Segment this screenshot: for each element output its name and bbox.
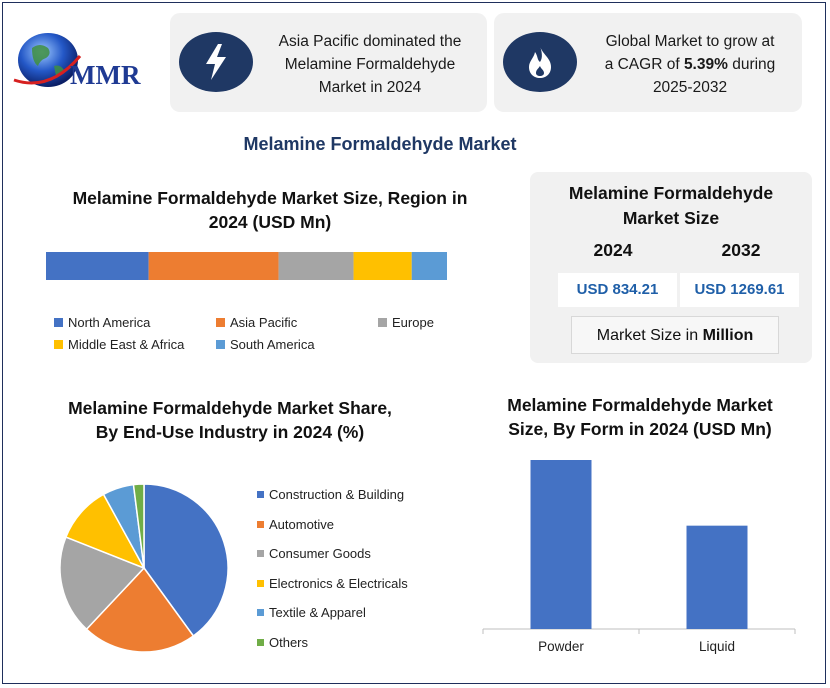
bar-segment-south-america [411, 252, 447, 280]
legend-label: Electronics & Electricals [269, 575, 408, 591]
x-tick-label-powder: Powder [538, 639, 584, 654]
bar-powder [530, 460, 592, 629]
x-tick-label-liquid: Liquid [699, 639, 735, 654]
year-2024-label: 2024 [593, 240, 633, 260]
region-chart-title: Melamine Formaldehyde Market Size, Regio… [72, 188, 468, 232]
legend-north-america: North America [54, 315, 150, 330]
legend-label: Consumer Goods [269, 546, 371, 561]
value-2032: USD 1269.61 [680, 273, 799, 307]
bar-segment-middle-east-and-africa [353, 252, 412, 280]
lightning-icon [179, 32, 253, 92]
info-card-text: Global Market to grow at a CAGR of 5.39%… [586, 30, 794, 99]
info-line: 2025-2032 [652, 79, 728, 96]
pie-slice-others [132, 483, 145, 569]
flame-icon [503, 32, 577, 92]
logo-text: MMR [70, 60, 141, 90]
legend-automotive: Automotive [257, 517, 334, 532]
bar-segment-europe [278, 252, 354, 280]
form-chart-title: Melamine Formaldehyde Market Size, By Fo… [507, 395, 773, 439]
legend-label: Others [269, 634, 309, 650]
info-line: Melamine Formaldehyde [284, 56, 456, 73]
legend-asia-pacific: Asia Pacific [216, 315, 297, 330]
page-title: Melamine Formaldehyde Market [243, 134, 517, 154]
bar-segment-north-america [46, 252, 149, 280]
form-bar-chart: Powder Liquid [482, 460, 796, 654]
info-line: Asia Pacific dominated the [278, 33, 462, 50]
bar-segment-asia-pacific [148, 252, 279, 280]
pie-slice-construction-and-building [143, 483, 229, 638]
legend-consumer-goods: Consumer Goods [257, 546, 371, 561]
end-use-pie-chart [59, 483, 229, 653]
legend-label: Construction & Building [269, 487, 405, 502]
info-card-asia-pacific: Asia Pacific dominated the Melamine Form… [170, 13, 487, 112]
info-card-cagr: Global Market to grow at a CAGR of 5.39%… [494, 13, 802, 112]
legend-south-america: South America [216, 337, 315, 352]
region-stacked-bar [46, 252, 447, 280]
info-line: a CAGR of 5.39% during [604, 56, 776, 73]
region-legend: North America Asia Pacific Europe Middle… [54, 315, 474, 365]
legend-label: Automotive [269, 516, 335, 532]
legend-europe: Europe [378, 315, 434, 330]
info-line: Market in 2024 [318, 79, 422, 96]
legend-construction-and-building: Construction & Building [257, 487, 404, 502]
market-size-card: Melamine Formaldehyde Market Size 2024 2… [530, 172, 812, 363]
end-use-chart-title: Melamine Formaldehyde Market Share, By E… [68, 398, 392, 442]
value-2024: USD 834.21 [558, 273, 677, 307]
legend-middle-east-africa: Middle East & Africa [54, 337, 184, 352]
bar-liquid [686, 525, 748, 629]
globe-icon [13, 33, 82, 87]
pie-slice-automotive [85, 566, 195, 653]
end-use-legend: Construction & Building Automotive Consume… [257, 487, 457, 657]
cagr-value: 5.39% [683, 56, 728, 73]
market-size-title: Melamine Formaldehyde Market Size [568, 183, 774, 228]
market-size-unit: Market Size in Million [571, 316, 779, 354]
legend-label: Textile & Apparel [269, 605, 366, 620]
legend-others: Others [257, 635, 308, 650]
legend-electronics-and-electricals: Electronics & Electricals [257, 576, 408, 591]
mmr-logo: MMR [10, 26, 160, 96]
year-2032-label: 2032 [721, 240, 761, 260]
info-line: Global Market to grow at [605, 33, 775, 50]
legend-textile-and-apparel: Textile & Apparel [257, 605, 366, 620]
info-card-text: Asia Pacific dominated the Melamine Form… [262, 30, 478, 99]
